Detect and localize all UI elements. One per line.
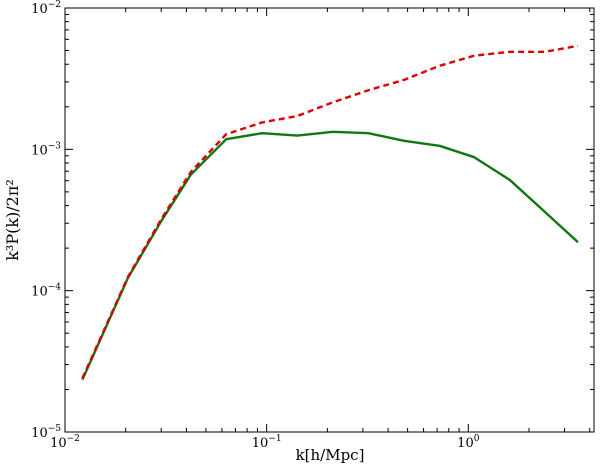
series-lines [81,44,579,381]
x-tick-label: 10−1 [252,434,282,451]
y-tick-labels: 10−510−410−310−2 [31,0,61,441]
y-axis-label: k³P(k)/2π² [3,179,22,261]
tick-marks [64,7,594,433]
x-tick-label: 10−2 [50,434,80,451]
x-tick-labels: 10−2 10−1 100 [50,434,480,451]
y-tick-label: 10−4 [31,283,61,300]
x-tick-label: 100 [457,434,480,451]
y-tick-label: 10−3 [31,141,61,158]
plot-frame [64,7,595,433]
x-axis-label: k[h/Mpc] [296,446,365,464]
solid-series-line [81,130,579,381]
y-tick-label: 10−2 [31,0,61,17]
dashed-series-line [81,44,579,379]
